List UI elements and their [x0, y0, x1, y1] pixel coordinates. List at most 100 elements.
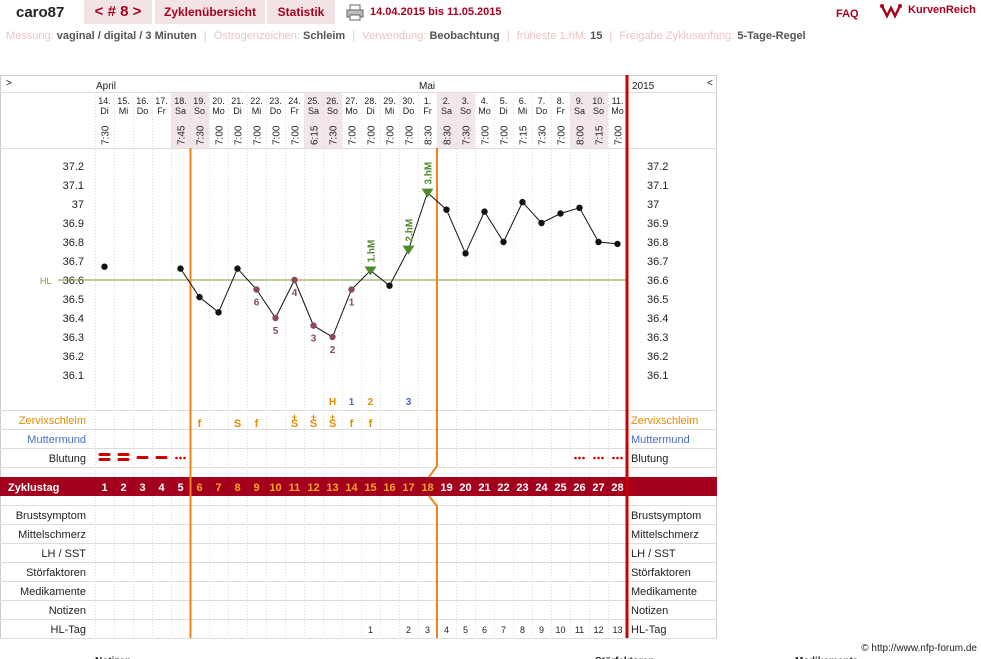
temperature-point [538, 219, 545, 227]
bleeding-spotting-dot [582, 456, 585, 460]
hl-tag-value: 1 [368, 625, 373, 635]
kurvenreich-logo-icon [880, 4, 902, 19]
temperature-point [614, 240, 621, 248]
peak-label: 3 [406, 397, 412, 408]
hl-tag-value: 9 [539, 625, 544, 635]
low-temp-point [253, 286, 260, 293]
bleeding-spotting-dot [578, 456, 581, 460]
day-weekday: Sa [175, 106, 186, 116]
y-tick-right: 36.7 [647, 256, 668, 268]
zervix-mark: f [350, 418, 354, 430]
hl-tag-value: 12 [593, 625, 603, 635]
nav-left-arrow: > [6, 78, 12, 89]
temperature-point [196, 293, 203, 301]
day-weekday: Sa [441, 106, 452, 116]
day-date: 18. [174, 96, 187, 106]
bleeding-spotting-dot [183, 456, 186, 460]
day-time: 7:30 [329, 125, 340, 145]
low-count-label: 3 [311, 334, 317, 345]
cycle-nav[interactable]: < # 8 > [84, 0, 152, 24]
row-label-right-blutung: Blutung [631, 453, 668, 465]
hl-tag-value: 4 [444, 625, 449, 635]
zyklustag-number: 19 [440, 482, 452, 494]
day-time: 7:00 [557, 125, 568, 145]
day-time: 7:00 [614, 125, 625, 145]
day-time: 7:00 [367, 125, 378, 145]
day-weekday: Di [499, 106, 508, 116]
day-weekday: Mi [119, 106, 129, 116]
verwendung-label: Verwendung: [362, 30, 427, 42]
y-tick-left: 36.3 [63, 332, 84, 344]
brand-name[interactable]: KurvenReich [908, 4, 976, 16]
row-label-right-mittelschmerz: Mittelschmerz [631, 529, 699, 541]
zervix-mark: S [234, 418, 241, 430]
row-label-zervixschleim: Zervixschleim [19, 415, 86, 427]
zyklustag-number: 5 [177, 482, 183, 494]
row-label-right-hl-tag: HL-Tag [631, 624, 666, 636]
footer-stoerfaktoren: Störfaktoren [595, 656, 654, 659]
row-label-right-muttermund: Muttermund [631, 434, 690, 446]
month-mai: Mai [419, 81, 435, 92]
zyklustag-number: 24 [535, 482, 548, 494]
row-label-lh-sst: LH / SST [41, 548, 86, 560]
row-label-brustsymptom: Brustsymptom [16, 510, 86, 522]
weekend-shade [589, 92, 608, 148]
zervix-mark: f [255, 418, 259, 430]
day-date: 4. [481, 96, 489, 106]
low-count-label: 1 [349, 298, 355, 309]
weekend-shade [437, 92, 456, 148]
zervix-mark: S [291, 418, 298, 430]
day-date: 19. [193, 96, 206, 106]
day-weekday: Sa [574, 106, 585, 116]
zyklustag-number: 28 [611, 482, 623, 494]
row-label-stoerfaktoren: Störfaktoren [26, 567, 86, 579]
y-tick-right: 36.5 [647, 294, 668, 306]
zervix-plus-mark: + [311, 412, 316, 422]
hl-tag-value: 13 [612, 625, 622, 635]
weekend-shade [456, 92, 475, 148]
day-time: 8:30 [443, 125, 454, 145]
printer-icon[interactable] [346, 3, 364, 21]
y-tick-right: 36.8 [647, 237, 668, 249]
weekend-shade [323, 92, 342, 148]
row-label-medikamente: Medikamente [20, 586, 86, 598]
zyklustag-number: 26 [573, 482, 585, 494]
day-date: 17. [155, 96, 168, 106]
zervix-mark: f [198, 418, 202, 430]
day-weekday: Sa [308, 106, 319, 116]
zyklustag-number: 20 [459, 482, 471, 494]
low-temp-point [310, 322, 317, 329]
tab-zyklenuebersicht[interactable]: Zyklenübersicht [155, 0, 265, 24]
hl-tag-value: 7 [501, 625, 506, 635]
peak-label: H [329, 397, 336, 408]
temperature-point [519, 198, 526, 206]
zyklustag-number: 25 [554, 482, 566, 494]
bleeding-heavy-mark [98, 453, 111, 456]
row-label-right-zervixschleim: Zervixschleim [631, 415, 698, 427]
day-date: 2. [443, 96, 451, 106]
day-date: 25. [307, 96, 320, 106]
temperature-point [595, 238, 602, 246]
day-weekday: Fr [290, 106, 299, 116]
day-time: 8:00 [576, 125, 587, 145]
low-temp-point [291, 276, 298, 284]
zervix-plus-mark: + [292, 412, 297, 422]
bleeding-heavy-mark [117, 453, 130, 456]
y-tick-right: 37.2 [647, 161, 668, 173]
bleeding-spotting-dot [179, 456, 182, 460]
zyklustag-number: 4 [158, 482, 165, 494]
faq-link[interactable]: FAQ [836, 8, 859, 20]
peak-label: 2 [368, 397, 374, 408]
zyklustag-number: 7 [215, 482, 221, 494]
ovulation-line-bottom [428, 495, 438, 638]
zyklustag-number: 11 [289, 482, 301, 494]
tab-statistik[interactable]: Statistik [267, 0, 335, 24]
day-time: 7:30 [462, 125, 473, 145]
row-label-notizen: Notizen [49, 605, 86, 617]
temperature-point [576, 204, 583, 211]
day-date: 26. [326, 96, 339, 106]
bleeding-medium-mark [155, 456, 168, 459]
day-weekday: Fr [157, 106, 166, 116]
zyklustag-number: 16 [383, 482, 395, 494]
